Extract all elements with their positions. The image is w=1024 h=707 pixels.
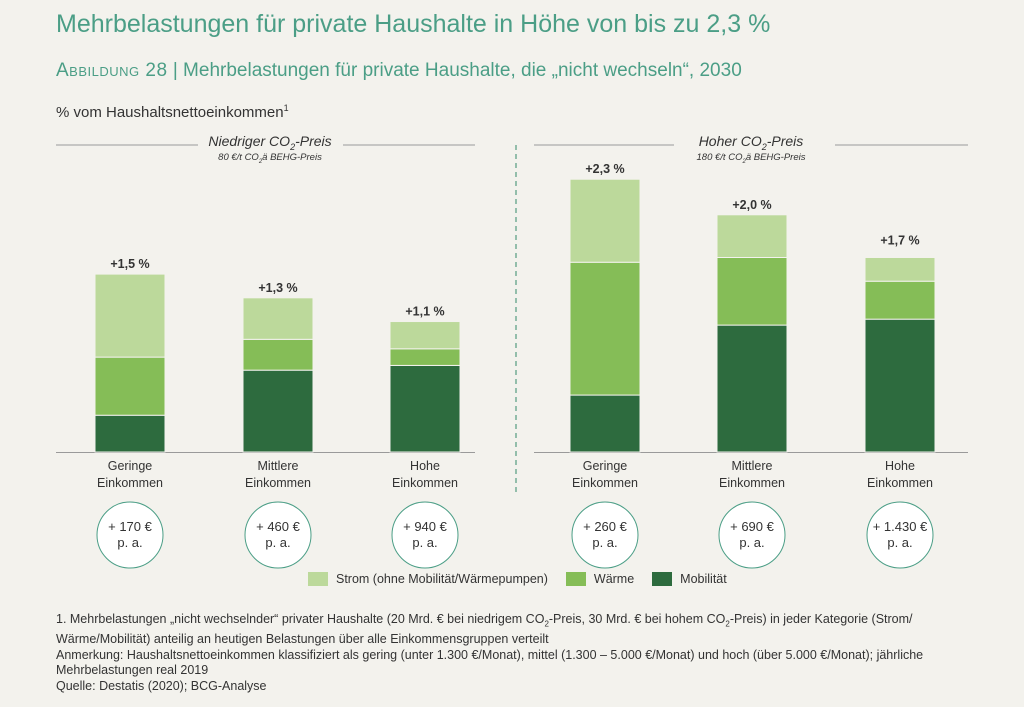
annual-low-1-circle [244,501,312,569]
bar-high-2-total-label: +1,7 % [880,233,919,247]
page-title: Mehrbelastungen für private Haushalte in… [56,10,771,38]
annual-high-1-amount: + 690 € [730,519,775,534]
unit-label-footnote-marker: 1 [283,103,289,113]
bar-low-0-segment-1 [94,356,166,416]
bar-high-1-segment-1 [716,256,788,326]
annual-low-0-circle [96,501,164,569]
chart-legend: Strom (ohne Mobilität/Wärmepumpen) Wärme… [308,572,745,586]
footnote-note: Anmerkung: Haushaltsnettoeinkommen klass… [56,647,924,678]
panel-high-price-note: 180 €/t CO2ä BEHG-Preis [697,152,806,165]
annual-low-0-period: p. a. [117,535,142,550]
footnote-1-sub-b: 2 [725,619,730,629]
bar-low-0-segment-2 [94,273,166,358]
annual-low-0-amount: + 170 € [108,519,153,534]
figure-number: Abbildung 28 [56,60,168,81]
footnote-1-part-b: -Preis, 30 Mrd. € bei hohem CO [548,612,726,626]
category-high-2-line2: Einkommen [867,476,933,490]
footnote-1-part-a: 1. Mehrbelastungen „nicht wechselnder“ p… [56,612,545,626]
annual-high-1-circle [718,501,786,569]
bar-low-1-segment-0 [242,369,314,453]
annual-low-2-period: p. a. [412,535,437,550]
bar-high-2-segment-2 [864,256,936,282]
footnote-source: Quelle: Destatis (2020); BCG-Analyse [56,678,267,693]
legend-swatch-waerme [565,572,586,586]
category-low-0-line2: Einkommen [97,476,163,490]
bar-high-0-total-label: +2,3 % [585,162,624,176]
bar-high-2-segment-1 [864,280,936,320]
bar-high-0-segment-1 [569,261,641,396]
category-high-0-line2: Einkommen [572,476,638,490]
category-high-1-line1: Mittlere [732,459,773,473]
legend-label-waerme: Wärme [593,572,635,586]
bar-low-0-total-label: +1,5 % [110,257,149,271]
bar-low-1-segment-2 [242,297,314,340]
footnote-1-part-c: -Preis) in jeder Kategorie (Strom/ Wärme… [56,612,913,646]
annual-high-1-period: p. a. [739,535,764,550]
category-low-1-line2: Einkommen [245,476,311,490]
bar-low-2-segment-0 [389,364,461,453]
bar-low-1-total-label: +1,3 % [258,281,297,295]
bar-low-1-segment-1 [242,338,314,371]
panel-low-price-note: 80 €/t CO2ä BEHG-Preis [218,152,322,165]
bar-low-2-segment-2 [389,321,461,350]
category-low-2-line2: Einkommen [392,476,458,490]
legend-item-mobilitaet: Mobilität [652,572,727,586]
category-low-0-line1: Geringe [108,459,153,473]
bar-low-2-segment-1 [389,348,461,366]
bar-high-2-segment-0 [864,318,936,453]
bar-high-1-total-label: +2,0 % [732,198,771,212]
legend-swatch-strom [308,572,328,586]
unit-label-text: % vom Haushaltsnettoeinkommen [56,104,284,121]
bar-high-0-segment-0 [569,394,641,453]
bar-low-0-segment-0 [94,414,166,453]
annual-high-0-circle [571,501,639,569]
category-high-2-line1: Hohe [885,459,915,473]
annual-low-2-amount: + 940 € [403,519,448,534]
y-unit-label: % vom Haushaltsnettoeinkommen1 [56,103,289,121]
figure-subtitle: Abbildung 28 | Mehrbelastungen für priva… [56,60,742,82]
legend-label-strom: Strom (ohne Mobilität/Wärmepumpen) [336,572,548,586]
footnote-1: 1. Mehrbelastungen „nicht wechselnder“ p… [56,612,996,648]
annual-high-2-circle [866,501,934,569]
category-high-0-line1: Geringe [583,459,628,473]
legend-item-waerme: Wärme [565,572,635,586]
annual-low-2-circle [391,501,459,569]
legend-swatch-mobilitaet [652,572,673,586]
subtitle-separator: | [167,60,184,81]
annual-low-1-amount: + 460 € [256,519,301,534]
annual-high-0-period: p. a. [592,535,617,550]
footnotes: 1. Mehrbelastungen „nicht wechselnder“ p… [56,612,996,694]
annual-high-2-period: p. a. [887,535,912,550]
panel-low-title: Niedriger CO2-Preis [208,133,331,152]
bar-high-1-segment-2 [716,214,788,258]
category-low-2-line1: Hohe [410,459,440,473]
legend-label-mobilitaet: Mobilität [680,572,727,586]
bar-low-2-total-label: +1,1 % [405,305,444,319]
category-low-1-line1: Mittlere [258,459,299,473]
bar-high-0-segment-2 [569,178,641,263]
figure-caption: Mehrbelastungen für private Haushalte, d… [183,60,742,81]
annual-high-0-amount: + 260 € [583,519,628,534]
legend-item-strom: Strom (ohne Mobilität/Wärmepumpen) [308,572,548,586]
footnote-1-sub-a: 2 [544,619,549,629]
bar-high-1-segment-0 [716,324,788,453]
annual-high-2-amount: + 1.430 € [873,519,928,534]
category-high-1-line2: Einkommen [719,476,785,490]
annual-low-1-period: p. a. [265,535,290,550]
panel-high-title: Hoher CO2-Preis [699,133,804,152]
